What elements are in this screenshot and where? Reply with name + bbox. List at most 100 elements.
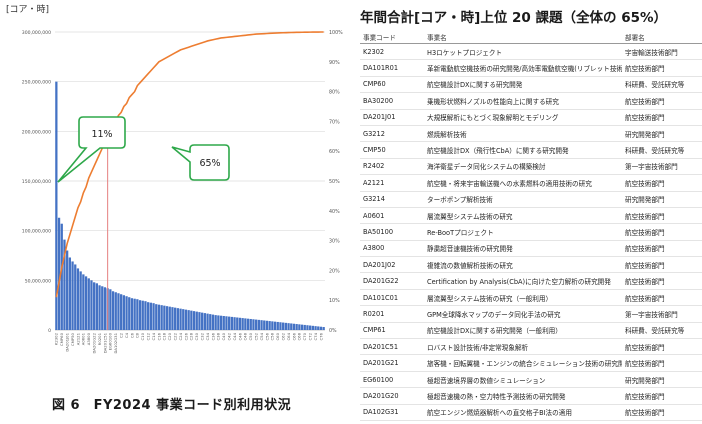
- y2-tick-label: 40%: [329, 209, 340, 215]
- cell-project-name: Re-BooTプロジェクト: [424, 223, 622, 241]
- bar: [90, 280, 93, 330]
- cell-code: R2402: [360, 158, 424, 176]
- cell-project-name: GPM全球降水マップのデータ同化手法の研究: [424, 305, 622, 323]
- cell-project-name: 複雑流の数値解析技術の研究: [424, 256, 622, 274]
- cell-project-name: 航空機設計DX（飛行性CbA）に関する研究開発: [424, 141, 622, 159]
- bar: [219, 315, 223, 330]
- cell-department: 航空技術部門: [622, 109, 702, 126]
- chart-grid: [55, 31, 325, 331]
- cell-department: 航空技術部門: [622, 272, 702, 290]
- callout-11-percent: 11%: [57, 116, 126, 183]
- cell-code: DA101C01: [360, 289, 424, 307]
- cell-project-name: 燃焼解析技術: [424, 125, 622, 143]
- bar: [114, 292, 117, 330]
- bar: [128, 297, 131, 330]
- y2-tick-label: 20%: [329, 268, 340, 274]
- bar: [71, 261, 74, 330]
- bar: [287, 323, 290, 330]
- bar: [282, 322, 285, 330]
- bar: [284, 322, 287, 330]
- cell-code: DA201J01: [360, 109, 424, 126]
- x-tick-label: DA102G31: [113, 332, 118, 353]
- bar: [198, 312, 201, 330]
- x-tick-label: C12: [146, 332, 151, 340]
- x-tick-label: C72: [308, 332, 313, 340]
- cell-code: DA101R01: [360, 59, 424, 77]
- chart-bars: [55, 81, 325, 330]
- table-row: G3214 ターボポンプ解析技術 研究開発部門: [360, 191, 702, 208]
- bar: [257, 319, 260, 330]
- cell-code: DA201J02: [360, 256, 424, 274]
- cell-department: 研究開発部門: [622, 125, 702, 143]
- x-tick-label: C22: [173, 332, 178, 340]
- table-row: DA102G31 航空エンジン燃焼器解析への直交格子BI法の適用 航空技術部門: [360, 404, 702, 421]
- cell-department: 研究開発部門: [622, 371, 702, 389]
- cell-department: 科研費、受託研究等: [622, 322, 702, 340]
- pareto-chart: 0 50,000,000 100,000,000 150,000,000 200,000…: [22, 30, 343, 353]
- x-tick-label: C32: [200, 332, 205, 340]
- bar: [217, 315, 220, 330]
- x-tick-label: C58: [270, 332, 275, 340]
- cell-project-name: 層流翼型システム技術の研究: [424, 207, 622, 225]
- table-row: A3800 静粛超音速機技術の研究開発 航空技術部門: [360, 240, 702, 258]
- bar: [279, 322, 282, 330]
- table-title: 年間合計[コア・時]上位 20 課題（全体の 65%）: [360, 10, 668, 26]
- x-tick-label: C68: [297, 332, 302, 340]
- bar: [225, 316, 228, 330]
- bar: [252, 319, 255, 330]
- y2-tick-label: 70%: [329, 119, 340, 125]
- y-axis-unit-label: [コア・時]: [6, 5, 50, 15]
- bar: [300, 324, 304, 330]
- y2-tick-label: 90%: [329, 60, 340, 66]
- bar: [74, 264, 77, 330]
- bar: [165, 306, 169, 330]
- x-tick-label: C44: [232, 332, 237, 340]
- bar: [171, 307, 174, 330]
- callout-65-percent: 65%: [171, 144, 230, 181]
- cell-department: 航空技術部門: [622, 387, 702, 405]
- cell-department: 研究開発部門: [622, 191, 702, 208]
- bar: [203, 313, 206, 330]
- cell-project-name: 極超音速機の熱・空力特性予測技術の研究開発: [424, 387, 622, 405]
- bar: [122, 295, 125, 330]
- x-axis-ticks: K2302 CMP60 DA201J01 CMP50 A2121 A0601 A3800 DA…: [54, 332, 324, 353]
- bar: [101, 286, 104, 330]
- table-row: CMP60 航空機設計DXに関する研究開発 科研費、受託研究等: [360, 76, 702, 94]
- x-tick-label: C60: [275, 332, 280, 340]
- x-tick-label: C16: [156, 332, 161, 340]
- bar: [206, 313, 209, 330]
- cell-code: DA201G20: [360, 387, 424, 405]
- bar: [63, 239, 66, 330]
- x-tick-label: A2121: [75, 332, 80, 345]
- x-tick-label: C8: [135, 332, 140, 338]
- x-tick-label: C40: [221, 332, 226, 340]
- x-tick-label: CMP60: [59, 332, 64, 346]
- cell-project-name: 極超音速境界層の数値シミュレーション: [424, 371, 622, 389]
- table-row: CMP50 航空機設計DX（飛行性CbA）に関する研究開発 科研費、受託研究等: [360, 141, 702, 159]
- bar: [249, 318, 252, 330]
- cell-department: 科研費、受託研究等: [622, 141, 702, 159]
- cell-project-name: 革新電動航空機技術の研究開発/高効率電動航空機(リブレット技術): [424, 59, 622, 77]
- bar: [265, 320, 269, 330]
- y-tick-label: 0: [48, 328, 51, 334]
- bar: [211, 314, 215, 330]
- figure-caption: 図 6 FY2024 事業コード別利用状況: [52, 398, 292, 413]
- bar: [182, 309, 185, 330]
- bar: [60, 223, 63, 330]
- table-row: CMP61 航空機設計DXに関する研究開発（一般利用） 科研費、受託研究等: [360, 322, 702, 340]
- callout-65-percent-box: [171, 144, 230, 181]
- x-tick-label: C30: [194, 332, 199, 340]
- table-row: DA201G20 極超音速機の熱・空力特性予測技術の研究開発 航空技術部門: [360, 387, 702, 405]
- bar: [322, 327, 325, 330]
- bar: [260, 320, 263, 330]
- bar: [228, 316, 231, 330]
- y-tick-label: 250,000,000: [22, 80, 51, 86]
- cell-project-name: ターボポンプ解析技術: [424, 191, 622, 208]
- bar: [230, 316, 233, 330]
- bar: [268, 321, 271, 330]
- bar: [87, 278, 90, 330]
- bar: [244, 318, 247, 330]
- x-tick-label: C36: [210, 332, 215, 340]
- cell-project-name: Certification by Analysis(CbA)に向けた空力解析の研…: [424, 272, 622, 290]
- bar: [209, 314, 212, 330]
